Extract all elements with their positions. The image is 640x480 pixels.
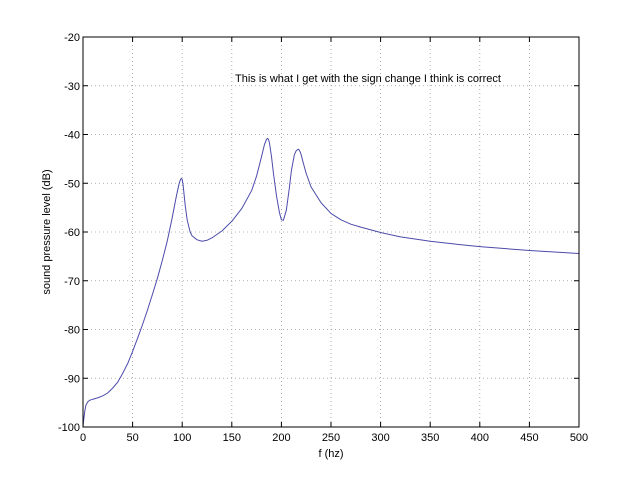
x-tick-label: 500: [570, 432, 588, 444]
x-tick-label: 300: [371, 432, 389, 444]
y-tick-label: -50: [64, 178, 80, 190]
x-tick-label: 350: [421, 432, 439, 444]
x-tick-label: 0: [80, 432, 86, 444]
y-tick-label: -100: [58, 422, 80, 434]
y-tick-label: -80: [64, 325, 80, 337]
chart-annotation: This is what I get with the sign change …: [235, 73, 501, 85]
y-tick-label: -20: [64, 32, 80, 44]
y-tick-label: -40: [64, 130, 80, 142]
grid: [83, 37, 579, 427]
y-tick-label: -70: [64, 276, 80, 288]
x-tick-label: 50: [126, 432, 138, 444]
x-tick-label: 250: [322, 432, 340, 444]
y-tick-label: -60: [64, 227, 80, 239]
x-tick-label: 450: [520, 432, 538, 444]
y-axis-label: sound pressure level (dB): [41, 169, 53, 294]
y-tick-label: -90: [64, 373, 80, 385]
series-layer: [82, 137, 580, 428]
x-tick-label: 400: [471, 432, 489, 444]
x-tick-label: 100: [173, 432, 191, 444]
series-line: [82, 137, 580, 428]
x-tick-label: 150: [223, 432, 241, 444]
x-axis-label: f (hz): [318, 448, 343, 460]
tick-labels: 0 50 100 150 200 250 300 350 400 450 500 -100 -90 -80…: [58, 32, 588, 444]
y-tick-label: -30: [64, 81, 80, 93]
x-tick-label: 200: [272, 432, 290, 444]
plot-area-border: [82, 36, 580, 428]
